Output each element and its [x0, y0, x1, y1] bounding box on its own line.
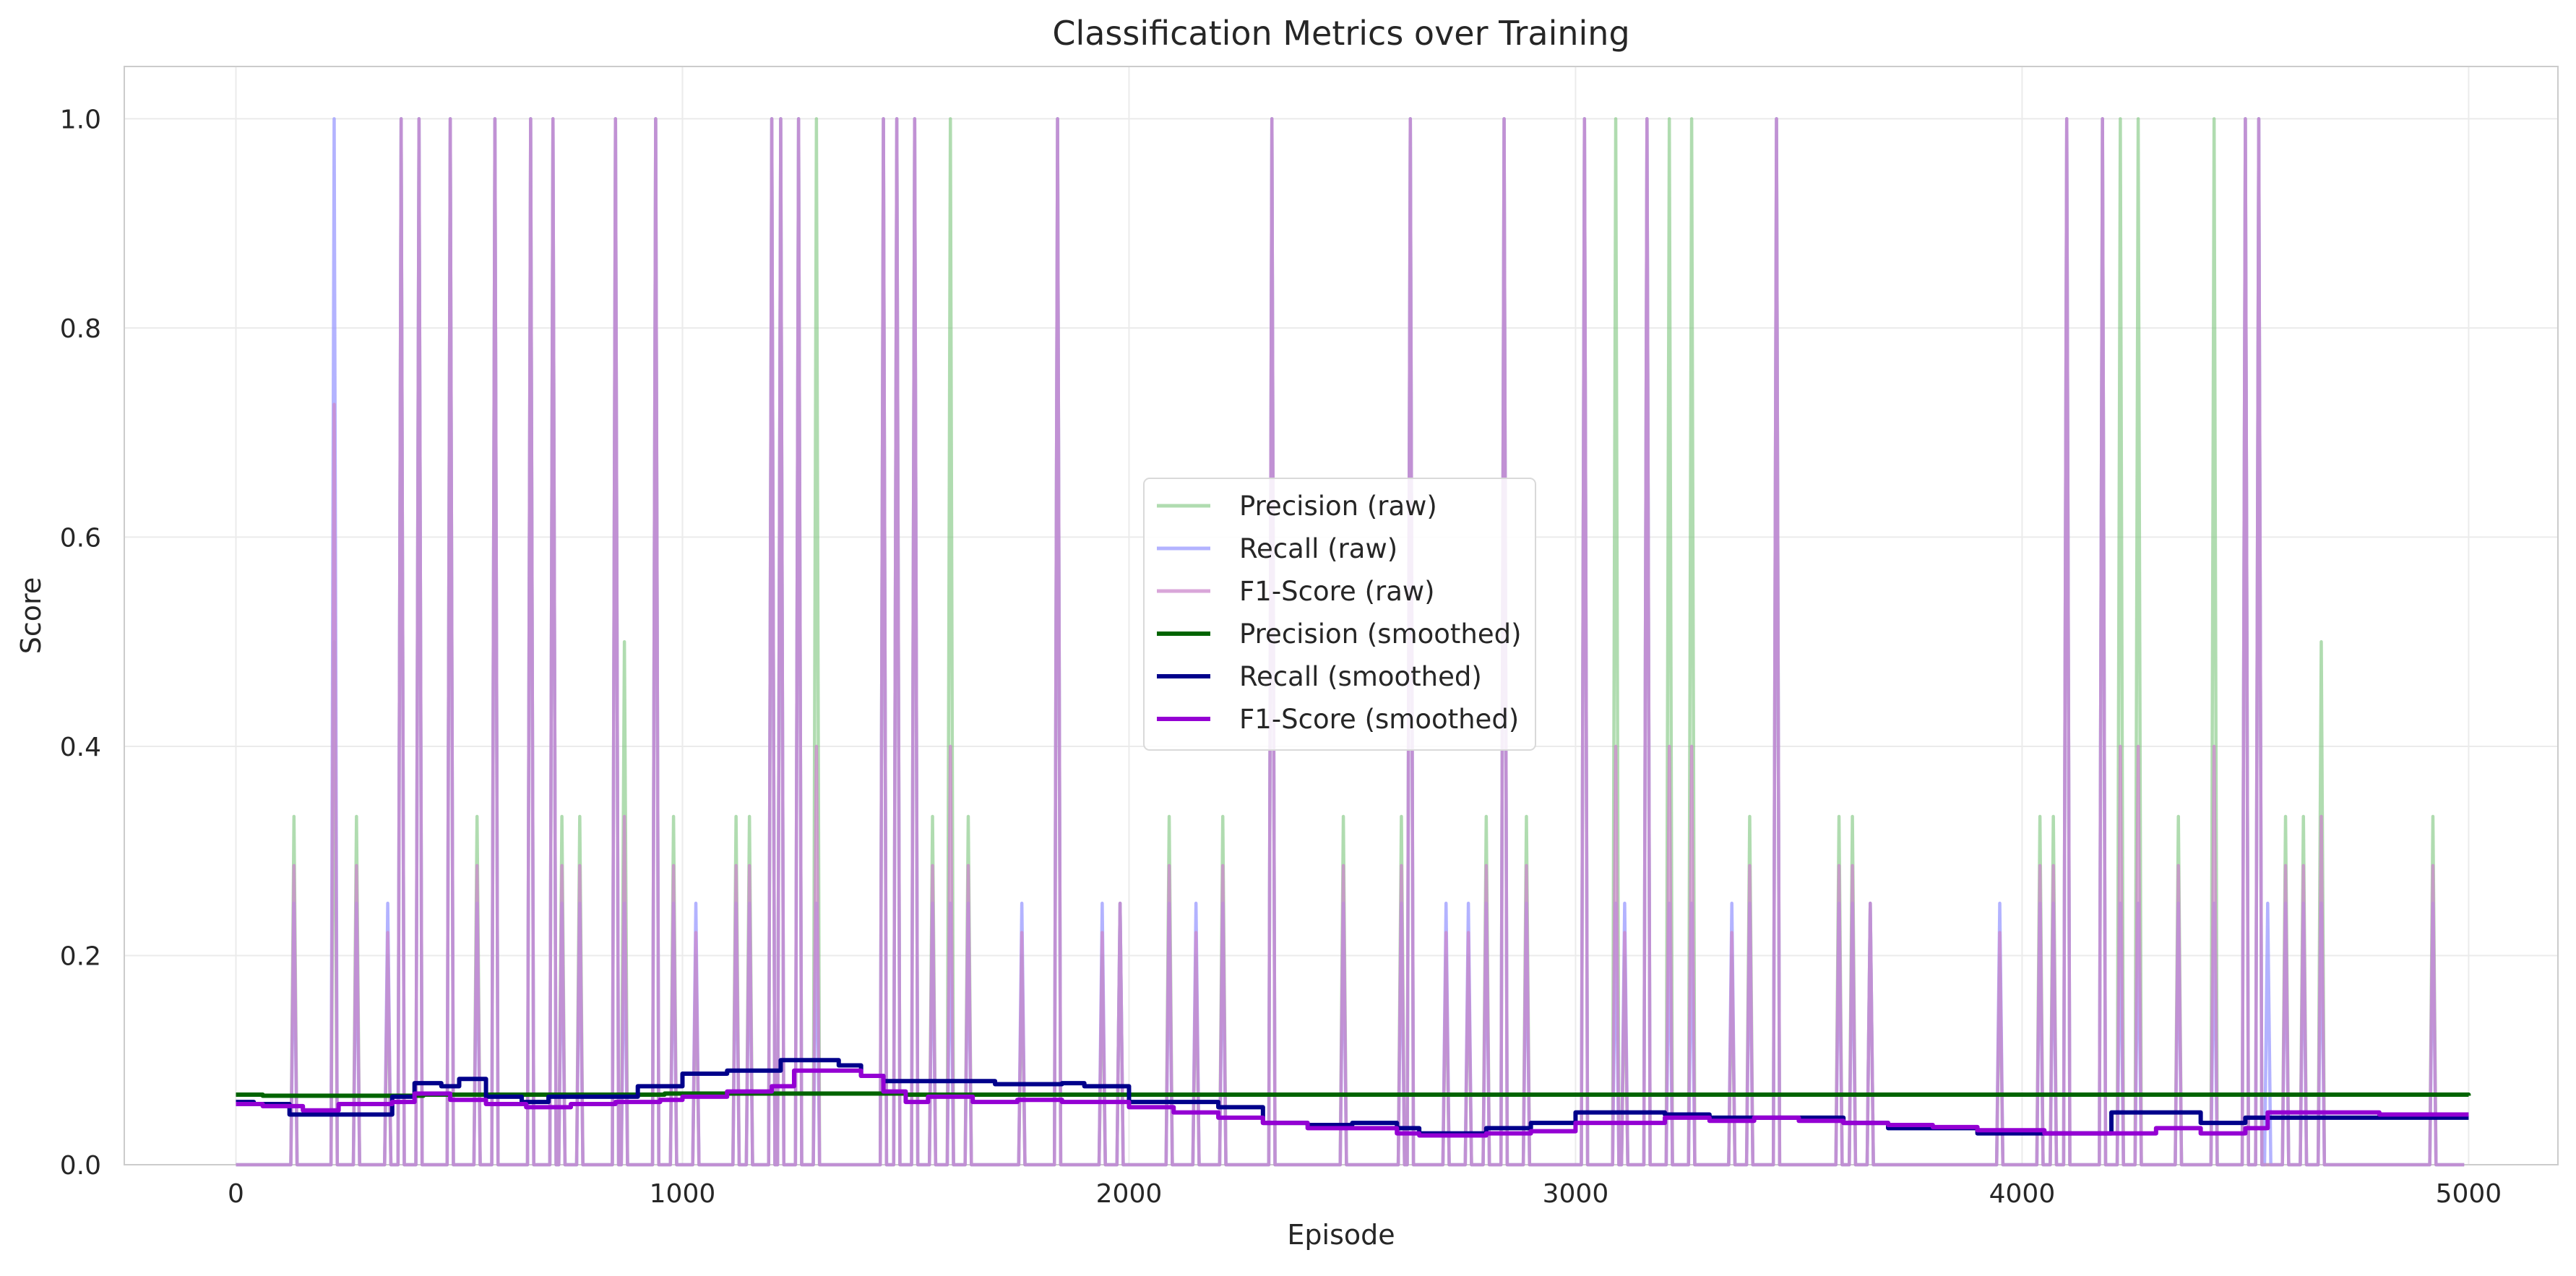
y-tick-label: 0.4 — [60, 733, 101, 762]
raw-series-2 — [236, 117, 2465, 1167]
x-tick-label: 2000 — [1096, 1179, 1163, 1209]
x-tick-label: 1000 — [650, 1179, 716, 1209]
x-tick-label: 4000 — [1989, 1179, 2056, 1209]
legend-entry: Recall (smoothed) — [1239, 661, 1482, 692]
x-axis-label: Episode — [1287, 1219, 1395, 1251]
legend-entry: Precision (raw) — [1239, 491, 1437, 522]
y-tick-label: 0.8 — [60, 314, 101, 344]
tick-label-layer: 0 1000 2000 3000 4000 5000 0.0 0.2 0.4 0.6 0.8 1.0 — [60, 105, 2502, 1209]
y-tick-label: 0.6 — [60, 523, 101, 553]
legend: Precision (raw) Recall (raw) F1-Score (raw… — [1143, 478, 1536, 751]
y-axis-label: Score — [15, 577, 47, 654]
legend-entry: Precision (smoothed) — [1239, 618, 1522, 650]
x-tick-label: 0 — [228, 1179, 244, 1209]
x-tick-label: 5000 — [2436, 1179, 2502, 1209]
legend-entry: F1-Score (smoothed) — [1239, 704, 1519, 735]
y-tick-label: 0.2 — [60, 941, 101, 971]
legend-entry: Recall (raw) — [1239, 533, 1397, 564]
raw-series-layer — [236, 117, 2465, 1167]
chart-title: Classification Metrics over Training — [1052, 14, 1629, 53]
x-tick-label: 3000 — [1543, 1179, 1609, 1209]
smoothed-series-2 — [236, 1068, 2469, 1138]
legend-frame — [1143, 478, 1536, 751]
y-tick-label: 1.0 — [60, 105, 101, 134]
smoothed-series-layer — [236, 1058, 2471, 1138]
legend-entry: F1-Score (raw) — [1239, 576, 1435, 607]
y-tick-label: 0.0 — [60, 1151, 101, 1181]
smoothed-series-1 — [236, 1058, 2469, 1136]
